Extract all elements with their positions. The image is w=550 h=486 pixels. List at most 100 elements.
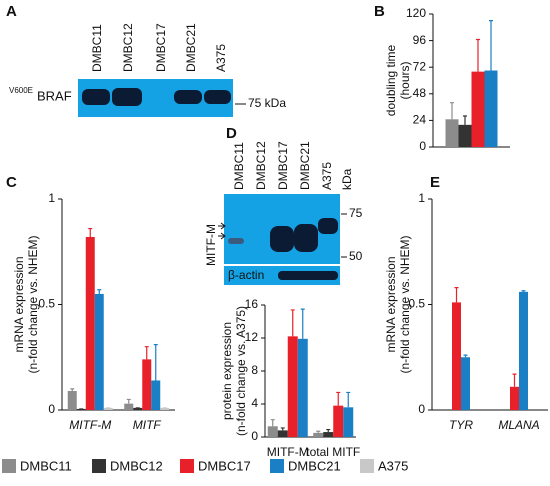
y-tick-label: 72 [413,59,427,73]
bar [510,386,519,410]
blot-a: DMBC11 DMBC12 DMBC17 DMBC21 A375 V600E B… [9,23,286,117]
blot-band [174,90,202,104]
lane-label: DMBC12 [121,23,135,72]
blot-band [294,224,318,252]
panel-letter: C [6,174,17,191]
x-tick-label: MLANA [498,418,539,432]
bar [142,359,152,410]
bar [160,407,170,410]
legend-label: A375 [378,458,408,473]
legend-swatch [2,459,16,473]
error-bar [454,287,459,303]
y-tick-label: 0.5 [408,297,425,311]
blot-d: DMBC11 DMBC12 DMBC17 DMBC21 A375 kDa 75 … [204,141,363,285]
x-tick-label: MITF-M [267,445,309,459]
y-tick-label: 48 [413,86,427,100]
y-axis-label: (n-fold change vs. A375) [234,306,248,436]
error-bar [336,391,341,406]
bar [267,426,278,437]
y-tick-label: 12 [245,330,259,344]
blot-band [204,90,231,104]
error-bar [153,343,158,381]
unit-label: kDa [340,168,354,190]
error-bar [346,391,351,408]
y-tick-label: 0.5 [38,297,55,311]
legend-swatch [92,459,106,473]
error-bar [290,309,295,337]
marker-label: 50 [349,249,363,263]
lane-label: DMBC11 [232,142,246,190]
lane-label: DMBC12 [254,141,268,190]
lane-label: DMBC11 [90,24,104,72]
blot-band [318,218,338,234]
blot-band [228,238,244,244]
bar [452,302,461,410]
bar [133,407,143,410]
error-bar [326,428,331,433]
lane-label: DMBC21 [184,23,198,72]
y-tick-label: 0 [48,402,55,416]
y-axis-label: protein expression [220,322,234,420]
bar [103,407,113,410]
bar [85,236,95,410]
panel-letter: B [374,3,385,20]
y-tick-label: 4 [251,396,258,410]
bar [323,432,334,437]
error-bar [97,289,102,294]
bar [333,405,344,437]
blot-band [270,226,294,252]
bar [67,391,77,410]
lane-label: A375 [320,162,334,190]
x-tick-label: TYR [449,418,473,432]
lane-label: DMBC21 [298,141,312,190]
error-bar [88,227,93,237]
error-bar [512,373,517,387]
bar [94,293,104,410]
bar [471,71,485,147]
error-bar [450,102,454,120]
y-tick-label: 1 [418,191,425,205]
legend-swatch [270,459,284,473]
legend-swatch [360,459,374,473]
lane-label: DMBC17 [154,23,168,72]
bar [445,119,459,147]
error-bar [463,115,467,125]
bar [124,403,134,410]
bar [484,70,498,147]
error-bar [521,290,526,292]
legend-label: DMBC21 [288,458,341,473]
y-axis-label: doubling time [384,44,398,116]
target-label: MITF-M [204,224,218,266]
y-tick-label: 96 [413,33,427,47]
y-axis-label: (hours) [398,61,412,99]
y-tick-label: 0 [251,429,258,443]
x-tick-label: total MITF [306,445,360,459]
y-tick-label: 120 [406,6,426,20]
bar [313,432,324,437]
bar [519,291,528,410]
error-bar [476,38,480,72]
x-tick-label: MITF [133,418,162,432]
y-axis-label: (n-fold change vs. NHEM) [398,235,412,373]
bar [151,380,161,410]
legend-label: DMBC12 [110,458,163,473]
legend-label: DMBC11 [20,458,72,473]
panel-letter: E [430,174,440,191]
y-tick-label: 1 [48,191,55,205]
error-bar [144,346,149,360]
error-bar [126,398,131,404]
x-tick-label: MITF-M [69,418,111,432]
lane-label: A375 [214,44,228,72]
error-bar [489,20,493,71]
marker-label: 75 [349,206,363,220]
bar [343,407,354,437]
error-bar [280,427,285,431]
bar [458,124,472,147]
marker-label: 75 kDa [248,96,286,110]
error-bar [300,308,305,339]
bar [297,338,308,437]
y-axis-label: (n-fold change vs. NHEM) [26,235,40,373]
blot-band [278,271,338,280]
bar [277,430,288,437]
